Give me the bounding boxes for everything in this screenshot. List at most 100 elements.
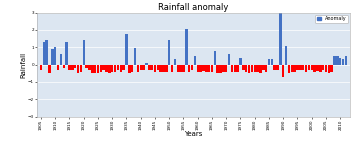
Bar: [137, 65, 139, 72]
Bar: [85, 65, 88, 68]
Bar: [174, 59, 176, 65]
Bar: [259, 65, 262, 73]
Bar: [80, 65, 82, 72]
Bar: [62, 65, 65, 68]
Bar: [65, 42, 68, 65]
Bar: [117, 65, 119, 70]
Bar: [251, 65, 253, 72]
Bar: [148, 65, 150, 70]
Bar: [160, 65, 162, 72]
Bar: [299, 65, 301, 70]
Bar: [216, 65, 219, 73]
Bar: [302, 65, 304, 70]
Bar: [231, 65, 233, 72]
Bar: [242, 65, 245, 70]
Bar: [205, 65, 208, 72]
Bar: [214, 51, 216, 65]
Bar: [60, 54, 62, 65]
Bar: [102, 65, 105, 70]
Bar: [339, 58, 341, 65]
Bar: [208, 65, 210, 72]
Bar: [48, 65, 51, 73]
Bar: [248, 65, 250, 73]
Bar: [253, 65, 256, 72]
Bar: [191, 65, 193, 70]
Bar: [134, 48, 136, 65]
Bar: [308, 65, 310, 70]
Bar: [182, 65, 185, 72]
Bar: [222, 65, 225, 72]
Bar: [322, 65, 324, 70]
Bar: [345, 56, 347, 65]
Bar: [197, 65, 199, 72]
Bar: [211, 65, 213, 72]
Bar: [325, 65, 327, 72]
Bar: [46, 40, 48, 65]
Bar: [268, 58, 270, 65]
Bar: [97, 65, 99, 73]
Bar: [311, 65, 313, 70]
Bar: [305, 65, 307, 72]
Bar: [199, 65, 202, 72]
Bar: [54, 47, 56, 65]
Bar: [168, 40, 170, 65]
Bar: [105, 65, 108, 72]
Bar: [239, 58, 242, 65]
Bar: [74, 65, 76, 68]
Bar: [94, 65, 96, 73]
Bar: [88, 65, 91, 70]
Bar: [342, 59, 344, 65]
Bar: [330, 65, 333, 72]
Bar: [165, 65, 168, 72]
Bar: [162, 65, 165, 72]
Bar: [100, 65, 102, 72]
Bar: [262, 65, 264, 70]
Bar: [202, 65, 205, 71]
Bar: [83, 40, 85, 65]
Bar: [234, 65, 236, 72]
Bar: [131, 65, 133, 72]
Bar: [336, 56, 339, 65]
Bar: [40, 65, 42, 70]
Bar: [228, 54, 230, 65]
Bar: [91, 65, 94, 73]
Bar: [279, 13, 282, 65]
Bar: [68, 65, 71, 70]
Bar: [271, 58, 273, 65]
Bar: [316, 65, 319, 71]
Legend: Anomaly: Anomaly: [316, 15, 348, 23]
Bar: [296, 65, 299, 70]
Bar: [256, 65, 259, 72]
Bar: [51, 49, 54, 65]
Bar: [57, 65, 59, 70]
Bar: [194, 56, 196, 65]
Bar: [151, 65, 153, 70]
Title: Rainfall anomaly: Rainfall anomaly: [158, 3, 229, 12]
Bar: [219, 65, 222, 73]
Bar: [122, 65, 125, 70]
Y-axis label: Rainfall: Rainfall: [20, 52, 26, 78]
Bar: [282, 65, 285, 77]
Bar: [179, 65, 182, 72]
Bar: [114, 65, 116, 72]
Bar: [139, 65, 142, 70]
Bar: [293, 65, 296, 72]
X-axis label: Years: Years: [184, 131, 203, 137]
Bar: [171, 65, 173, 72]
Bar: [142, 65, 145, 70]
Bar: [108, 65, 110, 73]
Bar: [154, 65, 156, 72]
Bar: [111, 65, 113, 72]
Bar: [319, 65, 322, 72]
Bar: [120, 65, 122, 72]
Bar: [43, 42, 45, 65]
Bar: [245, 65, 247, 72]
Bar: [71, 65, 73, 70]
Bar: [274, 65, 276, 70]
Bar: [288, 65, 290, 73]
Bar: [333, 56, 336, 65]
Bar: [237, 65, 239, 72]
Bar: [77, 65, 79, 73]
Bar: [328, 65, 330, 73]
Bar: [265, 65, 267, 72]
